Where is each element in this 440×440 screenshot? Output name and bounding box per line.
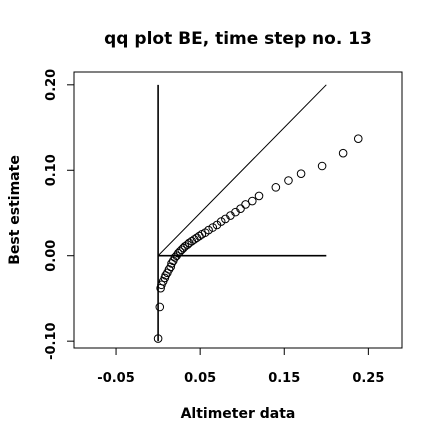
reference-lines xyxy=(157,84,327,342)
x-axis-label: Altimeter data xyxy=(181,406,296,422)
data-point xyxy=(208,223,218,232)
data-point xyxy=(338,148,348,158)
data-point xyxy=(353,134,363,143)
data-point xyxy=(254,191,264,201)
data-point xyxy=(247,196,257,206)
data-point xyxy=(271,183,281,192)
x-tick-label: 0.05 xyxy=(184,371,216,386)
data-points xyxy=(153,134,363,343)
data-point xyxy=(236,204,245,214)
data-point xyxy=(296,169,306,178)
y-tick-label: 0.20 xyxy=(44,69,59,101)
y-tick-label: 0.00 xyxy=(44,240,59,272)
data-point xyxy=(153,334,163,343)
data-point xyxy=(204,225,213,235)
x-axis: -0.05 0.05 0.15 0.25 xyxy=(97,347,384,386)
chart-title: qq plot BE, time step no. 13 xyxy=(104,29,372,49)
x-tick-label: 0.25 xyxy=(352,371,384,386)
data-point xyxy=(284,176,293,185)
data-point xyxy=(216,217,226,226)
data-point xyxy=(317,161,327,171)
reference-line-identity xyxy=(157,84,327,257)
x-tick-label: -0.05 xyxy=(97,371,134,386)
data-point xyxy=(155,302,165,312)
y-axis: -0.10 0.00 0.10 0.20 xyxy=(44,69,75,360)
y-tick-label: 0.10 xyxy=(44,154,59,186)
y-tick-label: -0.10 xyxy=(44,322,59,359)
data-point xyxy=(164,265,174,274)
y-axis-label: Best estimate xyxy=(7,155,23,265)
data-point xyxy=(166,262,176,272)
x-tick-label: 0.15 xyxy=(268,371,300,386)
data-point xyxy=(241,200,250,209)
